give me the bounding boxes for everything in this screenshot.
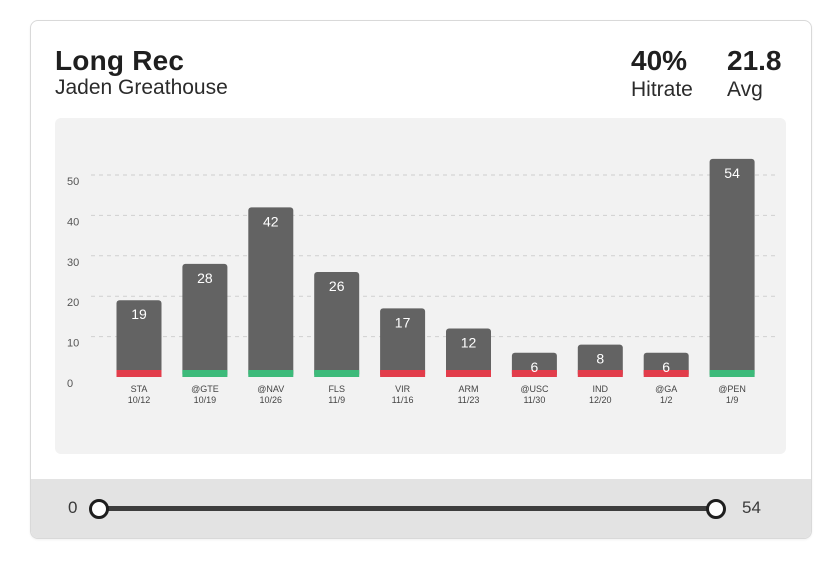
- bar-value-label: 54: [724, 165, 740, 181]
- x-tick-date: 1/9: [726, 395, 739, 405]
- miss-indicator: [511, 370, 557, 377]
- x-tick-date: 11/30: [523, 395, 545, 405]
- bar: [446, 328, 491, 377]
- y-tick-label: 40: [67, 216, 79, 228]
- card-title: Long Rec: [55, 45, 185, 76]
- x-tick-date: 11/9: [328, 395, 345, 405]
- bar: [380, 308, 426, 377]
- x-tick-label: FLS: [328, 384, 345, 394]
- bar: [116, 300, 162, 377]
- range-min-label: 0: [68, 498, 78, 517]
- x-tick-label: @NAV: [257, 384, 284, 394]
- x-tick-label: @GA: [655, 384, 677, 394]
- x-tick-date: 12/20: [589, 395, 612, 405]
- average-label: Avg: [727, 78, 763, 101]
- player-name: Jaden Greathouse: [55, 76, 228, 99]
- bar-value-label: 28: [197, 270, 213, 286]
- average-stat: 21.8 Avg: [727, 45, 782, 103]
- x-tick-date: 10/26: [260, 395, 283, 405]
- miss-indicator: [577, 370, 623, 377]
- miss-indicator: [380, 370, 426, 377]
- bar-value-label: 42: [263, 213, 279, 229]
- y-tick-label: 0: [67, 378, 73, 390]
- y-tick-label: 50: [67, 176, 79, 188]
- x-tick-label: ARM: [459, 384, 479, 394]
- x-tick-label: @GTE: [191, 384, 219, 394]
- range-filter: 0 54: [31, 479, 811, 538]
- bar: [182, 263, 228, 377]
- bar: [248, 207, 294, 377]
- bar: [577, 344, 623, 377]
- miss-indicator: [643, 370, 689, 377]
- x-tick-label: IND: [593, 384, 609, 394]
- bar-value-label: 17: [395, 314, 411, 330]
- x-tick-label: @USC: [520, 384, 549, 394]
- x-tick-label: @PEN: [718, 384, 746, 394]
- hit-indicator: [182, 370, 228, 377]
- range-min-handle[interactable]: [89, 499, 109, 519]
- x-tick-label: VIR: [395, 384, 411, 394]
- x-tick-date: 10/19: [194, 395, 217, 405]
- chart-area: 0 10 20 30 40 50 19 STA 10/12 28 @GTE 10/19 42 @NAV 10…: [55, 118, 786, 454]
- miss-indicator: [116, 370, 162, 377]
- hit-indicator: [709, 370, 755, 377]
- y-tick-label: 10: [67, 338, 79, 350]
- miss-indicator: [446, 370, 491, 377]
- hit-indicator: [314, 370, 360, 377]
- range-max-handle[interactable]: [706, 499, 726, 519]
- x-tick-label: STA: [131, 384, 148, 394]
- hitrate-label: Hitrate: [631, 78, 693, 101]
- hit-indicator: [248, 370, 294, 377]
- bar: [314, 271, 360, 377]
- bar-value-label: 19: [131, 306, 147, 322]
- x-tick-date: 1/2: [660, 395, 673, 405]
- x-tick-date: 11/16: [392, 395, 414, 405]
- hitrate-value: 40%: [631, 45, 688, 76]
- x-tick-date: 11/23: [458, 395, 480, 405]
- stat-card: Long Rec Jaden Greathouse 40% Hitrate 21…: [30, 20, 812, 539]
- y-tick-label: 30: [67, 257, 79, 269]
- bar-value-label: 6: [531, 359, 539, 375]
- range-max-label: 54: [742, 498, 761, 517]
- x-tick-date: 10/12: [128, 395, 151, 405]
- average-value: 21.8: [727, 45, 782, 76]
- bar: [709, 158, 755, 377]
- hitrate-stat: 40% Hitrate: [631, 45, 693, 103]
- bar-value-label: 6: [662, 359, 670, 375]
- bar-value-label: 8: [596, 351, 604, 367]
- bar-value-label: 26: [329, 278, 345, 294]
- range-slider-track[interactable]: [98, 506, 716, 511]
- y-tick-label: 20: [67, 297, 79, 309]
- bar-value-label: 12: [461, 335, 477, 351]
